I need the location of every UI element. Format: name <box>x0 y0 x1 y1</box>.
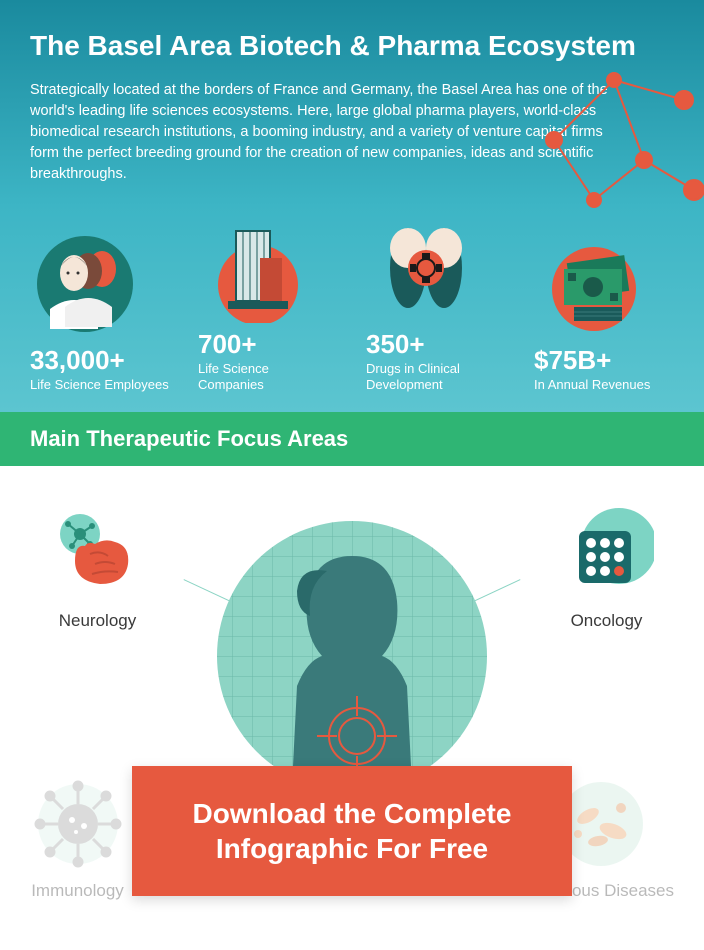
cta-text-line2: Infographic For Free <box>216 833 488 864</box>
focus-label: Immunology <box>30 881 125 901</box>
focus-neurology: Neurology <box>50 506 145 631</box>
people-icon <box>30 229 150 339</box>
focus-label: Neurology <box>50 611 145 631</box>
network-decoration <box>524 40 704 240</box>
download-cta-button[interactable]: Download the Complete Infographic For Fr… <box>132 766 572 896</box>
hero-description: Strategically located at the borders of … <box>30 80 610 185</box>
stat-value: $75B+ <box>534 347 674 373</box>
pills-grid-icon <box>559 506 654 601</box>
stat-employees: 33,000+ Life Science Employees <box>30 229 170 393</box>
virus-icon <box>30 776 125 871</box>
stat-label: In Annual Revenues <box>534 377 674 393</box>
stat-value: 700+ <box>198 331 338 357</box>
stat-drugs: 350+ Drugs in Clinical Development <box>366 213 506 392</box>
human-figure-icon <box>212 516 492 796</box>
stat-companies: 700+ Life Science Companies <box>198 213 338 392</box>
hero-section: The Basel Area Biotech & Pharma Ecosyste… <box>0 0 704 412</box>
cta-text-line1: Download the Complete <box>193 798 512 829</box>
stat-value: 33,000+ <box>30 347 170 373</box>
stats-row: 33,000+ Life Science Employees 700+ Life… <box>30 213 674 392</box>
focus-immunology: Immunology <box>30 776 125 901</box>
money-icon <box>534 229 654 339</box>
stat-label: Life Science Employees <box>30 377 170 393</box>
section-title-bar: Main Therapeutic Focus Areas <box>0 412 704 466</box>
stat-label: Life Science Companies <box>198 361 338 392</box>
brain-icon <box>50 506 145 601</box>
drugs-icon <box>366 213 486 323</box>
focus-oncology: Oncology <box>559 506 654 631</box>
stat-label: Drugs in Clinical Development <box>366 361 506 392</box>
focus-areas-section: Neurology Oncology <box>0 466 704 926</box>
focus-label: Oncology <box>559 611 654 631</box>
stat-value: 350+ <box>366 331 506 357</box>
stat-revenue: $75B+ In Annual Revenues <box>534 229 674 393</box>
building-icon <box>198 213 318 323</box>
